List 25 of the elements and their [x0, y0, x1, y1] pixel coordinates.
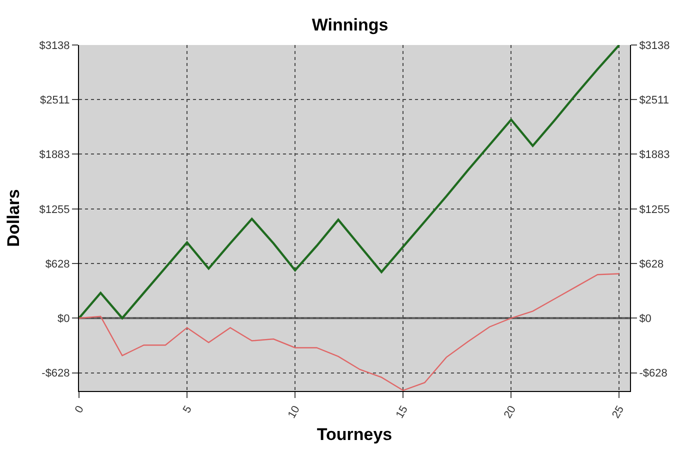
- y-tick-label: $2511: [40, 94, 70, 106]
- x-tick-label: 20: [502, 404, 519, 421]
- y-tick-label: $3138: [39, 40, 70, 52]
- y2-tick-label: $2511: [639, 94, 669, 106]
- y2-tick-label: $628: [639, 258, 664, 270]
- x-axis-title: Tourneys: [316, 424, 392, 444]
- y-tick-label: $1255: [39, 204, 70, 216]
- y2-tick-label: $1883: [639, 149, 670, 162]
- line-series: [79, 45, 620, 320]
- y2-tick-label: $1255: [639, 204, 670, 216]
- x-tick-label: 10: [286, 404, 302, 421]
- x-tick-label: 0: [72, 404, 86, 416]
- y-tick-label: -$628: [42, 368, 70, 380]
- line-series: [79, 273, 620, 391]
- x-tick-label: 25: [610, 404, 627, 421]
- x-tick-label: 15: [394, 404, 410, 421]
- y-axis-title: Dollars: [4, 189, 23, 247]
- y2-tick-label: -$628: [639, 368, 668, 380]
- chart-title: Winnings: [312, 15, 388, 34]
- y-tick-label: $628: [45, 258, 70, 270]
- y2-tick-label: $0: [639, 312, 652, 325]
- x-tick-label: 5: [180, 404, 194, 416]
- y-tick-label: $1883: [39, 149, 70, 162]
- y-tick-label: $0: [58, 312, 70, 325]
- y2-tick-label: $3138: [639, 40, 670, 52]
